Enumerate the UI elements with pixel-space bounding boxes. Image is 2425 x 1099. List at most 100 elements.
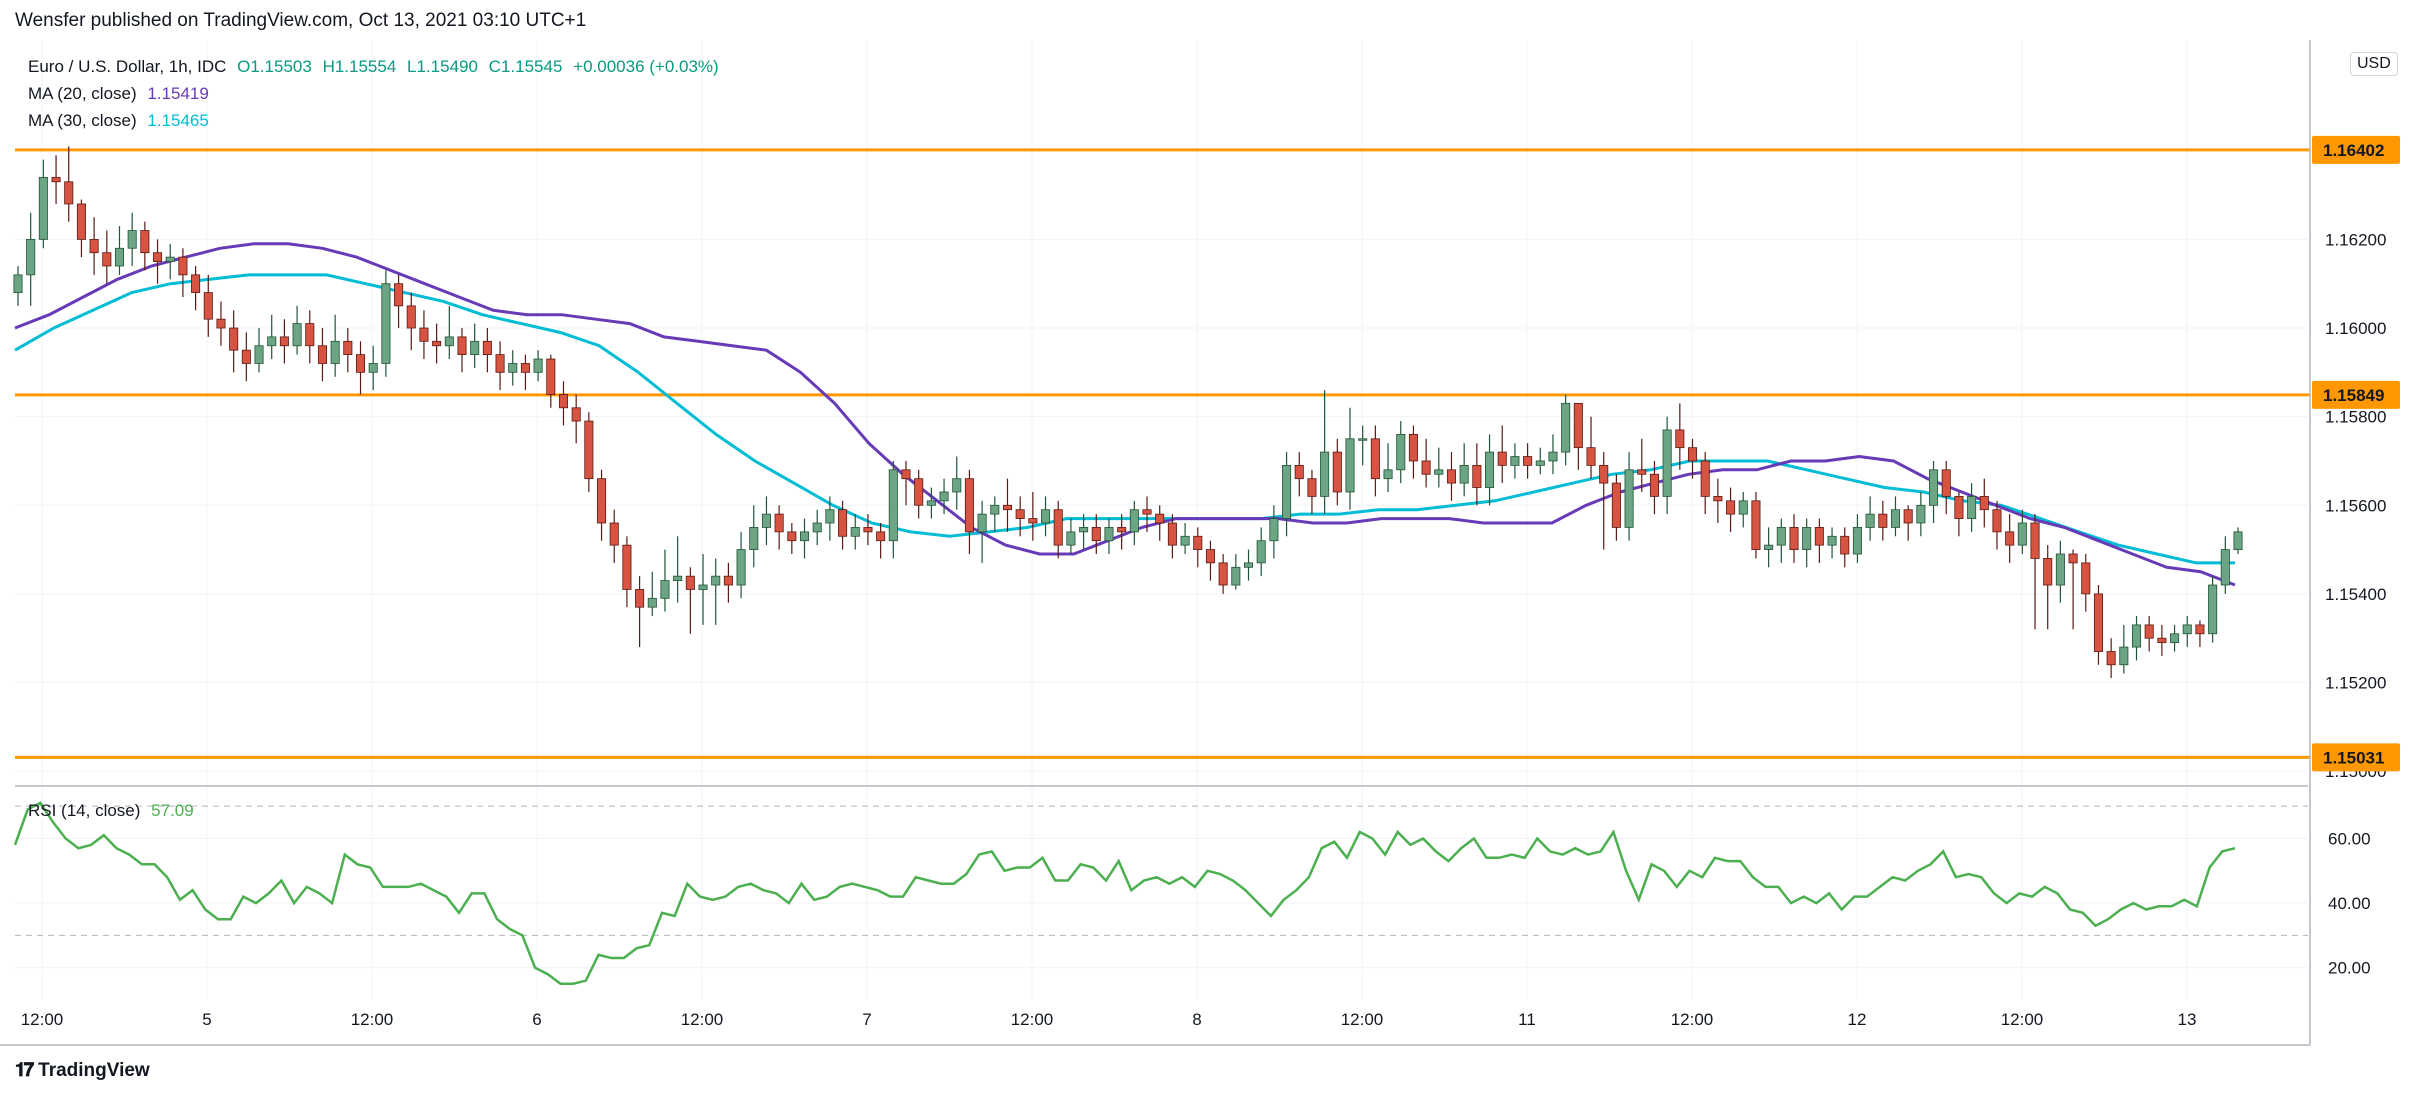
- candle[interactable]: [1485, 434, 1495, 506]
- candle[interactable]: [1205, 540, 1215, 581]
- candle[interactable]: [1269, 505, 1279, 559]
- candle[interactable]: [178, 248, 188, 298]
- candle[interactable]: [622, 536, 632, 608]
- ma20-legend[interactable]: MA (20, close) 1.15419: [28, 84, 215, 104]
- currency-button[interactable]: USD: [2350, 52, 2398, 76]
- candle[interactable]: [1294, 452, 1304, 497]
- candle[interactable]: [406, 292, 416, 351]
- candle[interactable]: [1193, 527, 1203, 568]
- candle[interactable]: [647, 571, 657, 617]
- candle[interactable]: [901, 460, 911, 506]
- candle[interactable]: [1789, 514, 1799, 563]
- candle[interactable]: [2131, 616, 2142, 661]
- candle[interactable]: [558, 381, 569, 426]
- candle[interactable]: [1878, 500, 1888, 541]
- candle[interactable]: [977, 500, 987, 563]
- candle[interactable]: [1713, 478, 1723, 523]
- candle[interactable]: [1916, 491, 1926, 537]
- candle[interactable]: [2017, 509, 2027, 555]
- candle[interactable]: [876, 522, 886, 559]
- candle[interactable]: [1852, 514, 1862, 563]
- candle[interactable]: [1396, 421, 1406, 484]
- candle[interactable]: [838, 500, 848, 550]
- candle[interactable]: [673, 536, 683, 603]
- candle[interactable]: [292, 305, 302, 355]
- candle[interactable]: [1954, 491, 1964, 537]
- candle[interactable]: [546, 354, 556, 408]
- candle[interactable]: [495, 341, 505, 391]
- candle[interactable]: [571, 394, 581, 444]
- candle[interactable]: [939, 478, 949, 515]
- candle[interactable]: [1370, 425, 1380, 497]
- candle[interactable]: [1332, 438, 1342, 506]
- candle[interactable]: [1231, 554, 1241, 590]
- candle[interactable]: [1218, 554, 1228, 594]
- candle[interactable]: [850, 514, 860, 550]
- candle[interactable]: [2043, 545, 2053, 630]
- candle[interactable]: [774, 505, 784, 550]
- candle[interactable]: [305, 310, 315, 364]
- candle[interactable]: [1535, 447, 1545, 475]
- candle[interactable]: [368, 345, 378, 391]
- candle[interactable]: [711, 558, 721, 625]
- candle[interactable]: [1497, 425, 1507, 484]
- candle[interactable]: [2119, 624, 2129, 674]
- candle[interactable]: [1142, 496, 1152, 532]
- candle[interactable]: [1992, 500, 2002, 550]
- candle[interactable]: [1675, 403, 1685, 470]
- candle[interactable]: [1459, 443, 1469, 497]
- candle[interactable]: [812, 509, 822, 546]
- candle[interactable]: [2170, 624, 2180, 652]
- candle[interactable]: [1573, 402, 1583, 470]
- candle[interactable]: [26, 212, 36, 306]
- candle[interactable]: [1256, 527, 1266, 577]
- candle[interactable]: [1015, 496, 1025, 537]
- candle[interactable]: [1028, 491, 1038, 541]
- candle[interactable]: [1814, 518, 1824, 563]
- candle[interactable]: [1091, 514, 1101, 555]
- candle[interactable]: [2220, 536, 2230, 594]
- candle[interactable]: [89, 217, 99, 275]
- candle[interactable]: [2055, 540, 2065, 603]
- candle[interactable]: [1865, 496, 1875, 541]
- candle[interactable]: [1979, 478, 1989, 528]
- candle[interactable]: [1611, 474, 1621, 541]
- candle[interactable]: [394, 274, 404, 329]
- candle[interactable]: [863, 514, 873, 546]
- candle[interactable]: [749, 505, 759, 568]
- candle[interactable]: [1890, 496, 1901, 537]
- candle[interactable]: [254, 328, 264, 373]
- candle[interactable]: [1066, 518, 1076, 555]
- candle[interactable]: [723, 562, 733, 603]
- candle[interactable]: [165, 243, 175, 280]
- candle[interactable]: [153, 239, 163, 284]
- candle[interactable]: [1802, 518, 1812, 568]
- candle[interactable]: [1053, 500, 1063, 559]
- candle[interactable]: [1421, 438, 1431, 488]
- candle[interactable]: [482, 328, 492, 373]
- candle[interactable]: [343, 328, 353, 373]
- candle[interactable]: [1586, 416, 1596, 479]
- candle[interactable]: [64, 146, 74, 222]
- candle[interactable]: [1358, 425, 1368, 466]
- candle[interactable]: [2005, 514, 2015, 563]
- candle[interactable]: [102, 230, 112, 284]
- candle[interactable]: [1903, 505, 1913, 541]
- candle[interactable]: [2195, 620, 2205, 648]
- candle[interactable]: [1929, 460, 1939, 523]
- candle[interactable]: [2093, 585, 2103, 665]
- candle[interactable]: [1320, 390, 1330, 515]
- candle[interactable]: [330, 314, 340, 377]
- candle[interactable]: [1624, 452, 1634, 541]
- tradingview-logo[interactable]: 𝟏𝟕 TradingView: [15, 1060, 150, 1082]
- candle[interactable]: [1687, 438, 1698, 479]
- candle[interactable]: [609, 509, 619, 563]
- candle[interactable]: [381, 270, 391, 377]
- ma30-legend[interactable]: MA (30, close) 1.15465: [28, 111, 215, 131]
- candle[interactable]: [1041, 496, 1051, 537]
- candle[interactable]: [317, 328, 327, 382]
- candle[interactable]: [1180, 522, 1190, 555]
- candle[interactable]: [660, 549, 670, 612]
- candle[interactable]: [787, 522, 797, 555]
